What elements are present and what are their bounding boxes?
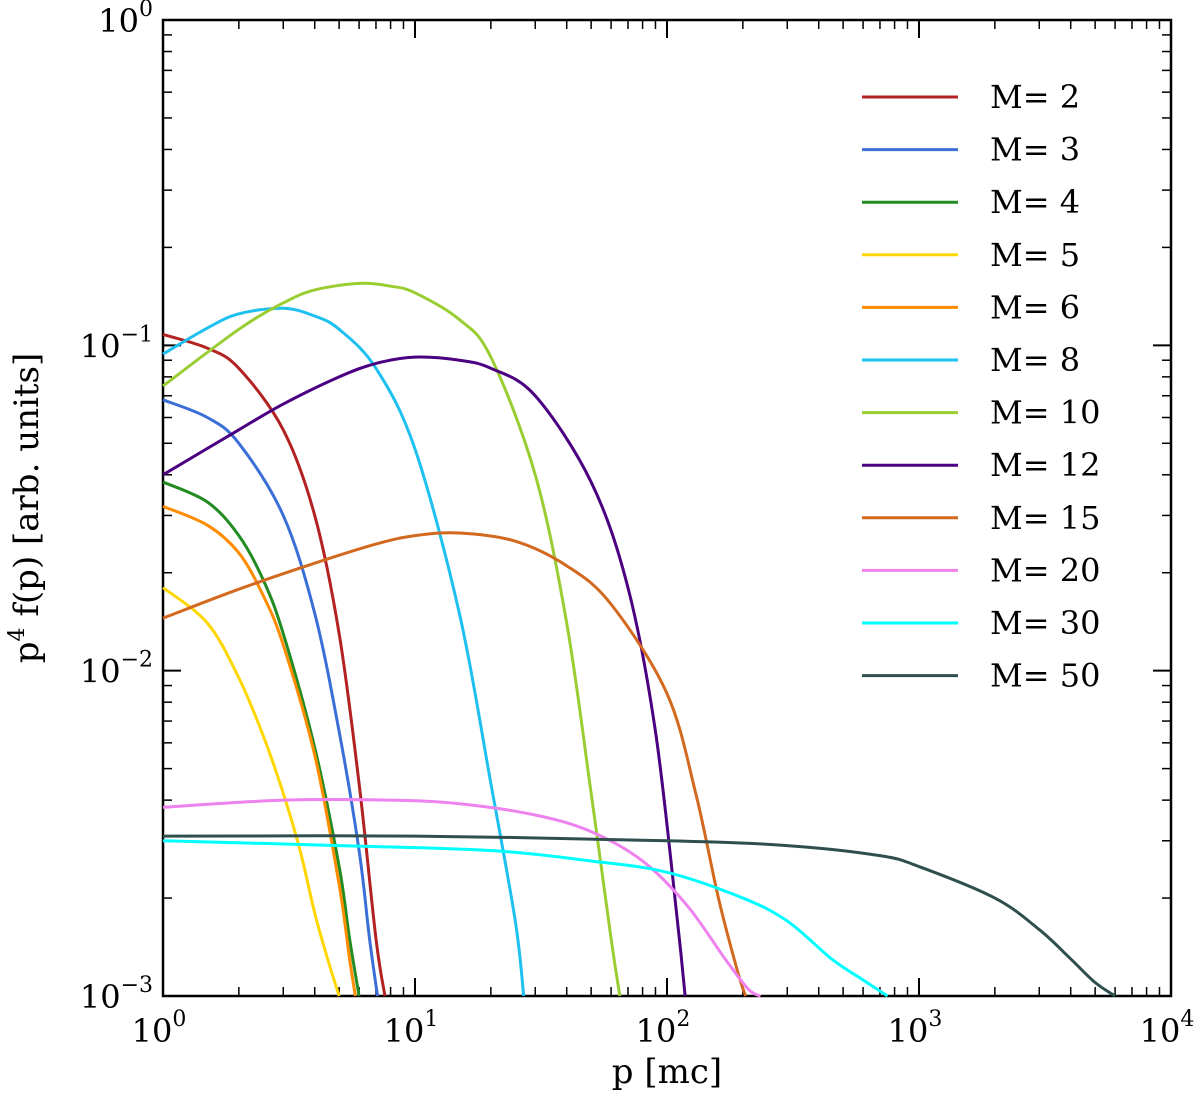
x-axis-label: p [mc] <box>612 1052 722 1092</box>
legend-label: M= 8 <box>990 341 1080 379</box>
series-line <box>162 355 687 997</box>
legend-label: M= 10 <box>990 394 1100 432</box>
x-tick-label: 102 <box>636 1007 691 1050</box>
series-lines <box>162 281 1116 998</box>
series-line <box>162 797 762 998</box>
y-tick-label: 10−1 <box>80 322 153 365</box>
legend-label: M= 2 <box>990 78 1080 116</box>
series-line <box>162 839 889 998</box>
y-tick-label: 10−2 <box>80 648 153 691</box>
series-line <box>162 480 361 997</box>
legend-label: M= 6 <box>990 288 1080 326</box>
major-ticks <box>162 19 1172 997</box>
legend-label: M= 3 <box>990 131 1080 169</box>
legend-label: M= 15 <box>990 499 1100 537</box>
legend-label: M= 30 <box>990 604 1100 642</box>
legend: M= 2 M= 3 M= 4 M= 5 M= 6 M= 8 M= 10 M= 12 M= 15 M… <box>862 78 1100 695</box>
series-line <box>162 306 526 997</box>
series-line <box>162 834 1116 998</box>
series-line <box>162 504 357 997</box>
x-tick-label: 101 <box>384 1007 439 1050</box>
x-tick-label: 104 <box>1140 1007 1195 1050</box>
x-tick-label: 103 <box>888 1007 943 1050</box>
y-axis-label: p4 f(p) [arb. units] <box>5 353 47 663</box>
series-line <box>162 398 380 997</box>
minor-ticks <box>163 20 1171 996</box>
legend-label: M= 12 <box>990 446 1100 484</box>
y-tick-label: 10−3 <box>80 973 153 1016</box>
legend-label: M= 50 <box>990 657 1100 695</box>
legend-label: M= 20 <box>990 551 1100 589</box>
x-tick-labels: 100 101 102 103 104 <box>132 1007 1195 1050</box>
y-tick-labels: 10−3 10−2 10−1 100 <box>80 0 153 1016</box>
legend-label: M= 5 <box>990 236 1080 274</box>
x-tick-label: 100 <box>132 1007 187 1050</box>
series-line <box>162 531 747 997</box>
series-line <box>162 333 387 997</box>
series-line <box>162 586 341 997</box>
y-tick-label: 100 <box>98 0 153 40</box>
legend-label: M= 4 <box>990 183 1080 221</box>
series-line <box>162 281 622 997</box>
